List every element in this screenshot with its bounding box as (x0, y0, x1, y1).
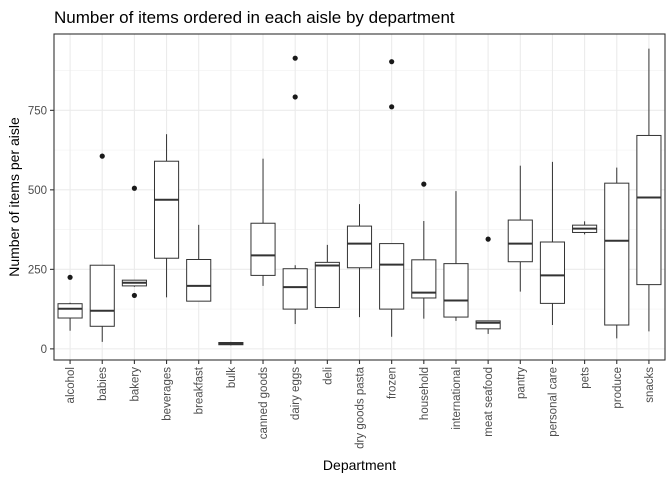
box-meat-seafood (475, 236, 501, 334)
box-produce (604, 167, 630, 339)
x-tick-label: snacks (644, 367, 656, 403)
outlier-point (131, 292, 137, 299)
x-tick-label: bulk (226, 367, 238, 388)
x-tick-label: breakfast (194, 366, 206, 414)
outlier-point (67, 274, 73, 280)
box-alcohol (57, 274, 83, 331)
x-tick-label: meat seafood (483, 367, 495, 437)
box-iqr (346, 225, 373, 269)
y-tick-label: 500 (28, 185, 47, 197)
box-iqr (57, 303, 83, 319)
outlier-point (485, 236, 491, 242)
box-pets (572, 221, 598, 235)
box-iqr (475, 320, 501, 330)
box-babies (89, 153, 115, 342)
y-tick-label: 750 (28, 105, 47, 117)
y-axis: 0 250 500 750 (28, 105, 54, 356)
box-iqr (282, 268, 308, 310)
box-iqr (604, 182, 630, 326)
box-deli (314, 244, 340, 309)
outlier-point (131, 185, 137, 191)
box-household (411, 181, 437, 319)
box-dry-goods-pasta (346, 204, 373, 318)
box-iqr (443, 263, 469, 318)
x-axis: alcohol babies bakery beverages breakfast bul… (65, 360, 656, 449)
box-pantry (507, 165, 533, 292)
chart-title: Number of items ordered in each aisle by… (54, 8, 455, 27)
box-canned-goods (250, 158, 276, 286)
box-iqr (250, 222, 276, 276)
outlier-point (292, 94, 298, 100)
box-iqr (507, 219, 533, 263)
x-tick-label: personal care (547, 367, 559, 437)
box-beverages (153, 134, 180, 298)
box-iqr (186, 258, 212, 302)
outlier-point (421, 181, 427, 187)
x-tick-label: bakery (129, 367, 141, 402)
box-international (443, 191, 469, 321)
box-dairy-eggs (282, 55, 308, 325)
x-tick-label: pets (580, 367, 592, 389)
x-tick-label: deli (322, 367, 334, 385)
x-tick-label: pantry (515, 367, 527, 399)
box-snacks (636, 48, 662, 332)
y-tick-label: 250 (28, 264, 47, 276)
y-tick-label: 0 (41, 344, 47, 356)
y-axis-title: Number of items per aisle (6, 117, 22, 277)
box-bakery (121, 185, 147, 299)
x-tick-label: babies (97, 367, 109, 401)
outlier-point (389, 59, 395, 65)
outlier-point (99, 153, 105, 159)
box-iqr (153, 160, 180, 259)
box-breakfast (186, 224, 212, 302)
x-tick-label: alcohol (65, 367, 77, 403)
box-frozen (379, 59, 405, 337)
box-iqr (636, 134, 662, 286)
x-tick-label: household (419, 367, 431, 420)
x-tick-label: dairy eggs (290, 367, 302, 420)
x-tick-label: produce (612, 367, 624, 409)
x-tick-label: frozen (387, 367, 399, 399)
box-bulk (218, 341, 244, 346)
box-iqr (379, 243, 405, 310)
boxes-layer (57, 48, 662, 346)
x-tick-label: beverages (162, 367, 174, 421)
x-tick-label: international (451, 367, 463, 430)
box-iqr (314, 261, 340, 309)
outlier-point (292, 55, 298, 61)
box-iqr (89, 264, 115, 327)
x-axis-title: Department (323, 457, 396, 473)
x-tick-label: dry goods pasta (355, 366, 367, 448)
outlier-point (389, 104, 395, 110)
box-iqr (539, 241, 566, 304)
box-personal-care (539, 161, 566, 326)
x-tick-label: canned goods (258, 367, 270, 440)
